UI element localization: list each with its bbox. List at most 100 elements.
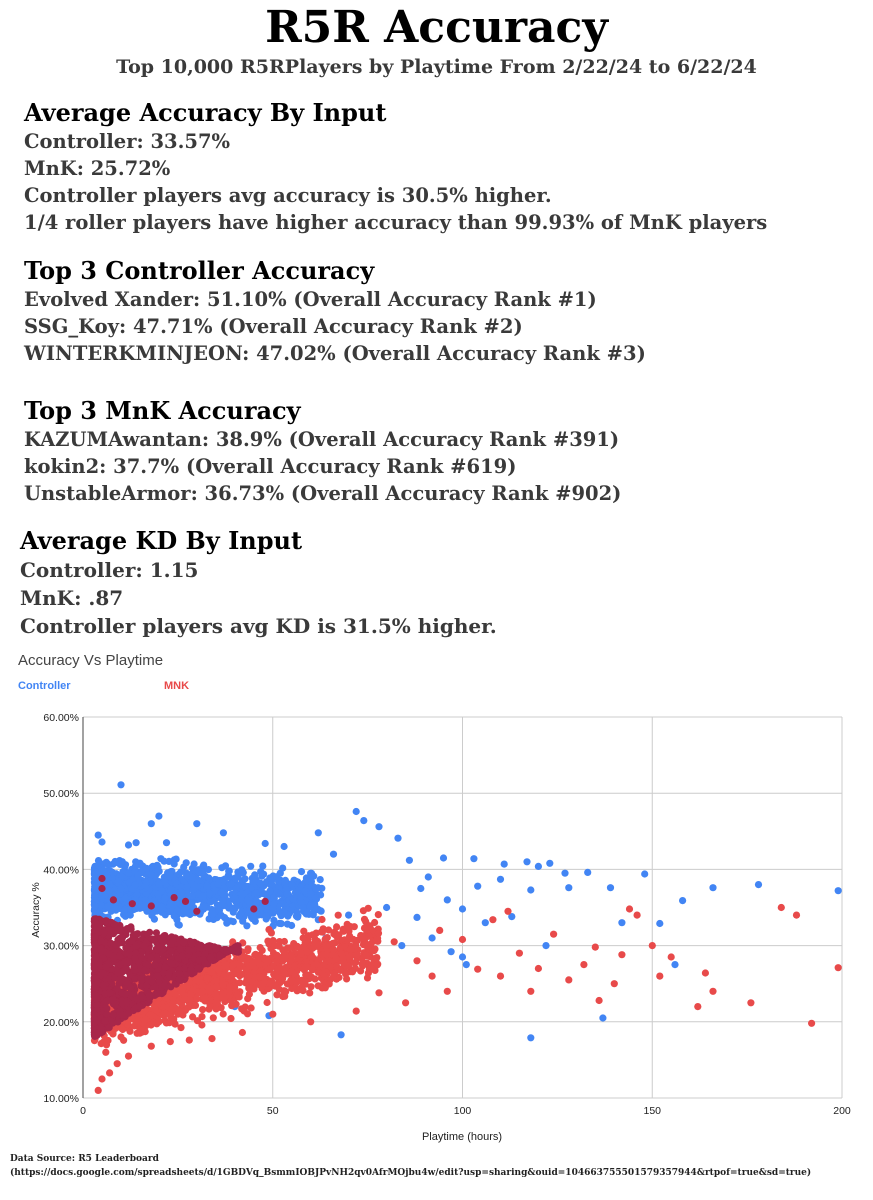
- data-point: [124, 1052, 133, 1060]
- data-point: [110, 920, 118, 928]
- data-point: [221, 960, 229, 968]
- data-point: [168, 1006, 176, 1014]
- page-subtitle: Top 10,000 R5RPlayers by Playtime From 2…: [116, 56, 757, 78]
- data-point: [200, 902, 208, 910]
- y-tick-label: 40.00%: [43, 864, 79, 876]
- data-point: [343, 975, 351, 983]
- data-point: [375, 989, 383, 997]
- data-point: [162, 839, 171, 847]
- data-point: [291, 983, 300, 992]
- data-point: [303, 877, 311, 886]
- data-point: [259, 862, 267, 870]
- x-tick-label: 150: [643, 1105, 661, 1117]
- data-point: [93, 1017, 101, 1025]
- data-point: [262, 912, 270, 920]
- data-point: [99, 969, 107, 977]
- data-point: [147, 953, 155, 962]
- data-point: [641, 870, 649, 878]
- data-point: [777, 903, 785, 912]
- data-point: [189, 886, 197, 894]
- legend-mnk: MNK: [164, 680, 190, 692]
- data-point: [303, 908, 311, 917]
- data-point: [754, 881, 763, 889]
- data-point: [834, 964, 842, 972]
- data-point: [212, 977, 220, 985]
- data-point: [160, 982, 168, 990]
- axis-ticks: 10.00% 20.00% 30.00% 40.00% 50.00% 60.00% 0 50 1…: [43, 712, 851, 1117]
- player-line: Evolved Xander: 51.10% (Overall Accuracy…: [24, 288, 597, 311]
- data-point: [209, 1014, 217, 1022]
- data-point: [117, 781, 125, 789]
- data-point: [595, 996, 603, 1005]
- data-point: [227, 880, 235, 889]
- data-point: [140, 1016, 149, 1024]
- data-point: [268, 880, 276, 889]
- data-point: [275, 878, 283, 886]
- data-point: [219, 1010, 227, 1018]
- data-point: [141, 966, 149, 975]
- legend-controller: Controller: [18, 680, 71, 692]
- stat-line: 1/4 roller players have higher accuracy …: [24, 211, 768, 234]
- data-point: [359, 962, 367, 970]
- data-point: [118, 872, 126, 880]
- data-point: [204, 866, 212, 874]
- data-point: [216, 951, 224, 960]
- data-point: [205, 874, 213, 882]
- data-point: [153, 907, 161, 915]
- data-point: [279, 864, 287, 872]
- data-point: [333, 923, 341, 931]
- data-point: [218, 864, 226, 872]
- data-point: [102, 858, 110, 866]
- data-point: [344, 962, 352, 970]
- y-tick-label: 20.00%: [43, 1017, 79, 1029]
- data-point: [175, 921, 183, 929]
- data-points: [90, 781, 842, 1094]
- data-point: [394, 834, 402, 842]
- source-url[interactable]: (https://docs.google.com/spreadsheets/d/…: [10, 1168, 812, 1178]
- data-point: [332, 955, 340, 963]
- data-point: [261, 897, 269, 906]
- data-point: [158, 887, 166, 895]
- data-point: [345, 911, 353, 919]
- data-point: [102, 1041, 111, 1049]
- data-point: [98, 892, 106, 900]
- scatter-plot: 10.00% 20.00% 30.00% 40.00% 50.00% 60.00% 0 50 1…: [30, 712, 851, 1143]
- data-point: [223, 947, 231, 956]
- data-point: [194, 876, 202, 884]
- data-point: [193, 1017, 201, 1025]
- data-point: [307, 1018, 315, 1026]
- data-point: [123, 980, 131, 988]
- data-point: [618, 919, 626, 927]
- data-point: [206, 898, 215, 906]
- data-point: [373, 961, 381, 969]
- data-point: [297, 893, 305, 901]
- data-point: [150, 1004, 159, 1012]
- data-point: [201, 994, 209, 1002]
- data-point: [367, 940, 375, 948]
- data-point: [198, 987, 206, 996]
- data-point: [125, 869, 133, 877]
- data-point: [108, 996, 116, 1004]
- data-point: [311, 975, 319, 983]
- data-point: [111, 940, 119, 948]
- data-point: [152, 929, 160, 937]
- data-point: [584, 868, 592, 877]
- data-point: [283, 980, 291, 988]
- data-point: [281, 992, 289, 1000]
- data-point: [183, 883, 191, 891]
- data-point: [90, 933, 99, 942]
- data-point: [334, 911, 342, 919]
- data-point: [225, 867, 233, 875]
- data-point: [109, 1011, 117, 1019]
- data-point: [91, 984, 99, 992]
- data-point: [215, 965, 223, 973]
- data-point: [348, 968, 357, 976]
- data-point: [177, 868, 185, 876]
- data-point: [504, 907, 512, 915]
- data-point: [91, 910, 99, 918]
- data-point: [339, 954, 347, 962]
- data-point: [212, 945, 220, 953]
- data-point: [462, 961, 470, 969]
- data-point: [565, 976, 573, 984]
- data-point: [390, 938, 398, 946]
